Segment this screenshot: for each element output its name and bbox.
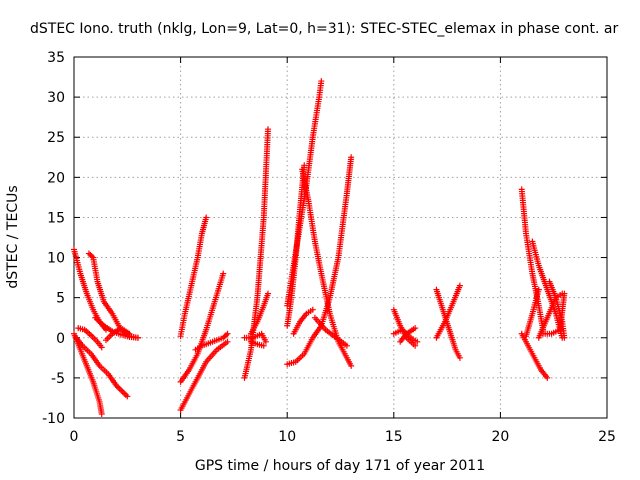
data-point [260,342,267,349]
data-series [85,250,141,341]
data-series [284,78,325,309]
y-tick-label: 0 [56,331,65,347]
data-series [311,314,350,349]
data-series [102,325,133,344]
data-point [412,342,419,349]
y-axis-label: dSTEC / TECUs [5,185,21,288]
data-series [241,126,272,381]
chart-title: dSTEC Iono. truth (nklg, Lon=9, Lat=0, h… [30,21,618,37]
x-axis-label: GPS time / hours of day 171 of year 2011 [195,458,485,474]
data-series [247,290,272,337]
data-point [126,330,133,337]
y-tick-label: 5 [56,291,65,307]
data-point [98,410,105,417]
data-series [433,282,463,341]
x-tick-label: 15 [385,429,403,445]
y-tick-label: 35 [47,50,65,66]
data-point [309,306,316,313]
data-point [318,78,325,85]
y-tick-label: 20 [47,170,65,186]
data-series [177,338,231,413]
data-point [265,126,272,133]
data-point [456,354,463,361]
data-series [299,166,355,369]
data-point [224,330,231,337]
data-point [348,154,355,161]
data-series [75,325,105,351]
data-series [73,334,131,400]
plot-frame [73,56,608,419]
data-series [247,338,267,349]
y-tick-label: -5 [51,371,65,387]
data-point [412,325,419,332]
data-point [535,286,542,293]
data-point [224,338,231,345]
data-series [284,154,355,368]
data-series [92,314,141,341]
data-point [203,214,210,221]
data-point [561,334,568,341]
data-point [561,290,568,297]
x-tick-label: 20 [491,429,509,445]
y-tick-label: 10 [47,251,65,267]
data-series [518,186,547,333]
data-series [522,286,542,340]
x-tick-label: 10 [278,429,296,445]
data-point [98,344,105,351]
data-series [192,330,231,353]
data-point [134,334,141,341]
y-tick-label: 25 [47,130,65,146]
y-tick-label: 15 [47,210,65,226]
x-tick-label: 5 [176,429,185,445]
data-point [456,282,463,289]
x-tick-label: 0 [70,429,79,445]
data-series [518,330,551,381]
axis-ticks: 0 5 10 15 20 25 -10 -5 0 5 10 15 20 25 30 35 [42,50,616,445]
y-tick-label: -10 [42,411,65,427]
data-point [124,393,131,400]
data-series [71,246,109,333]
data-point [220,270,227,277]
data-markers [71,78,568,417]
data-series [177,270,227,385]
data-point [343,342,350,349]
data-series [177,214,210,340]
data-point [544,374,551,381]
data-series [397,325,419,345]
y-tick-label: 30 [47,90,65,106]
data-series [290,306,316,337]
data-series [546,278,568,341]
data-point [265,290,272,297]
data-point [414,338,421,345]
x-tick-label: 25 [598,429,616,445]
data-point [348,362,355,369]
data-point [262,338,269,345]
